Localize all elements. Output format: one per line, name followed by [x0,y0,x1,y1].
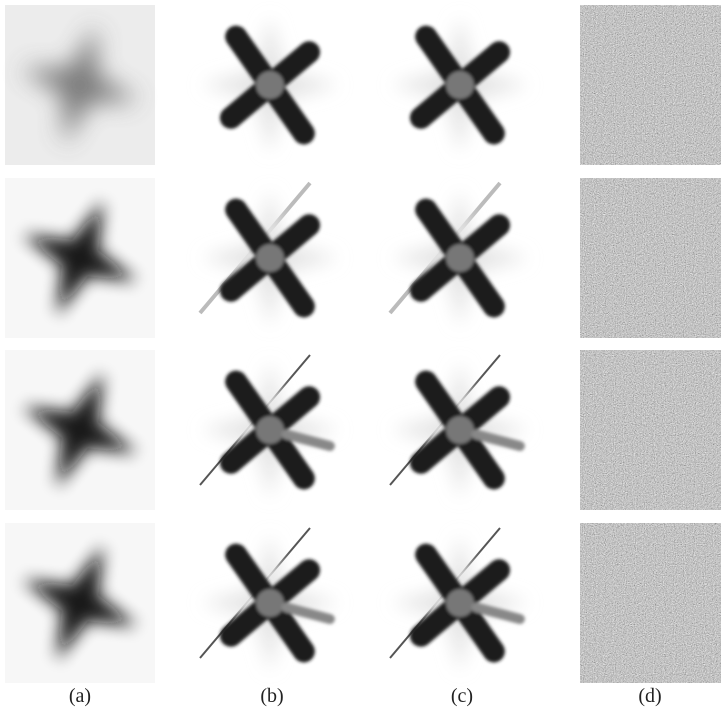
reconstruction [200,528,338,671]
noise-image [580,523,721,683]
reconstruction [392,17,528,153]
hub [256,244,284,272]
reconstruction [390,355,528,498]
hub [446,244,474,272]
caption: (a) [69,685,91,707]
reconstruction [390,183,528,326]
figure: (a) (b) (c) (d) [0,0,721,718]
caption: (c) [451,685,473,707]
hub [446,71,474,99]
noise-image [580,5,721,165]
hub [256,71,284,99]
reconstruction [202,17,338,153]
caption: (b) [260,685,283,707]
reconstruction [200,183,338,326]
caption: (d) [638,685,661,707]
hub [446,589,474,617]
panels [0,5,721,684]
noise-image [580,178,721,338]
noise-image [580,350,721,510]
reconstruction [390,528,528,671]
reconstruction [200,355,338,498]
hub [256,416,284,444]
hub [446,416,474,444]
hub [256,589,284,617]
